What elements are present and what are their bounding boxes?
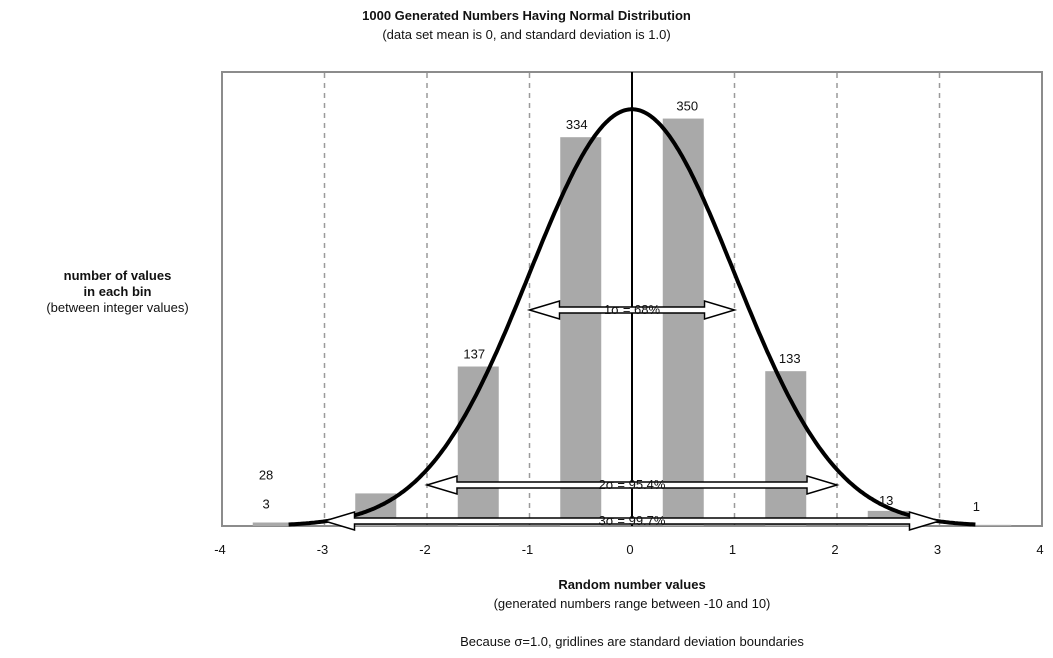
y-axis-label-line-1: number of values: [63, 268, 172, 283]
bar-value-label: 3: [262, 497, 269, 512]
bar-value-label: 13: [879, 493, 893, 508]
bar-value-label: 137: [463, 347, 485, 362]
x-tick-label: -4: [214, 542, 226, 557]
histogram-bar: [765, 371, 807, 526]
sigma-range-label: 1σ = 68%: [604, 302, 661, 317]
sigma-range-arrow: [424, 474, 840, 496]
bar-value-label: 350: [676, 99, 698, 114]
y-axis-label: number of values in each bin (between in…: [0, 268, 235, 316]
normal-curve: [288, 107, 976, 527]
x-tick-label: -3: [317, 542, 329, 557]
x-tick-label: -2: [419, 542, 431, 557]
x-axis-sublabel: (generated numbers range between -10 and…: [493, 596, 771, 611]
x-tick-label: -1: [522, 542, 534, 557]
bar-value-label: 334: [566, 117, 588, 132]
histogram-bar: [970, 524, 1012, 526]
chart-title: 1000 Generated Numbers Having Normal Dis…: [362, 8, 691, 23]
bar-value-label: 133: [779, 351, 801, 366]
sigma-range-arrow: [321, 510, 943, 532]
y-axis-label-line-3: (between integer values): [46, 300, 189, 315]
footnote: Because σ=1.0, gridlines are standard de…: [460, 634, 804, 649]
sigma-range-arrow: [526, 299, 738, 321]
x-tick-label: 3: [934, 542, 941, 557]
x-axis-label: Random number values: [558, 577, 706, 592]
x-tick-label: 1: [729, 542, 736, 557]
histogram-bar: [662, 118, 704, 527]
x-tick-label: 4: [1036, 542, 1043, 557]
x-tick-label: 0: [626, 542, 633, 557]
chart-subtitle: (data set mean is 0, and standard deviat…: [382, 27, 671, 42]
histogram-bar: [252, 522, 294, 526]
bar-value-label: 1: [973, 499, 980, 514]
sigma-range-label: 2σ = 95.4%: [599, 477, 666, 492]
sigma-range-label: 3σ = 99.7%: [599, 513, 666, 528]
x-tick-label: 2: [831, 542, 838, 557]
histogram-bar: [560, 137, 602, 526]
bar-value-label: 28: [259, 467, 273, 482]
y-axis-label-line-2: in each bin: [83, 284, 152, 299]
